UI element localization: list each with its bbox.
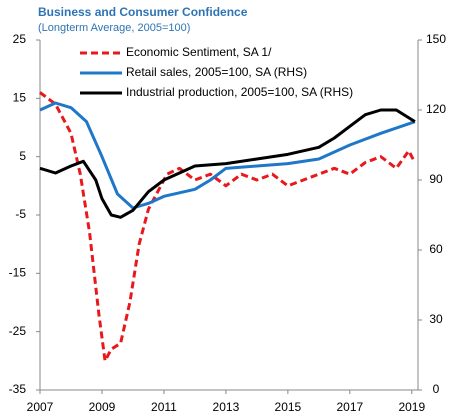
y-tick-label: 25	[13, 32, 27, 46]
y2-tick-label: 150	[426, 32, 446, 46]
chart-title: Business and Consumer Confidence	[38, 5, 248, 19]
y-tick-label: -15	[9, 266, 27, 280]
x-tick-label: 2019	[398, 400, 425, 414]
y-tick-label: 5	[19, 149, 26, 163]
series-line	[39, 101, 416, 210]
series-line	[39, 108, 416, 219]
x-tick-label: 2013	[213, 400, 240, 414]
series-line	[39, 91, 417, 363]
y-tick-label: -35	[9, 382, 27, 396]
y2-tick-label: 120	[426, 102, 446, 116]
y-tick-label: -5	[15, 207, 26, 221]
y2-tick-label: 60	[429, 242, 443, 256]
y2-tick-label: 90	[429, 172, 443, 186]
y-tick-label: -25	[9, 324, 27, 338]
y2-tick-label: 0	[433, 382, 440, 396]
x-tick-label: 2011	[151, 400, 177, 414]
x-tick-label: 2009	[89, 400, 116, 414]
x-tick-label: 2017	[336, 400, 363, 414]
x-tick-label: 2015	[275, 400, 302, 414]
y2-tick-label: 30	[429, 312, 443, 326]
legend-label: Economic Sentiment, SA 1/	[126, 45, 272, 59]
y-tick-label: 15	[13, 91, 27, 105]
x-tick-label: 2007	[27, 400, 54, 414]
legend-label: Retail sales, 2005=100, SA (RHS)	[126, 65, 307, 79]
chart-subtitle: (Longterm Average, 2005=100)	[38, 22, 190, 34]
legend-label: Industrial production, 2005=100, SA (RHS…	[126, 85, 353, 99]
